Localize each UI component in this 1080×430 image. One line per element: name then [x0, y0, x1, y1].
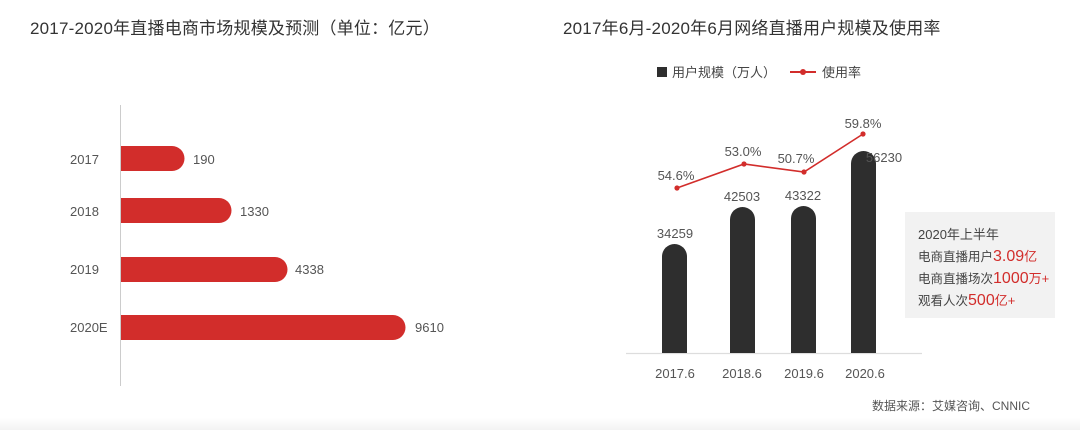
- info-suffix: 万+: [1028, 271, 1050, 286]
- line-point: [741, 161, 747, 167]
- usage-rate-line: [676, 133, 864, 189]
- category-label: 2017: [70, 152, 99, 167]
- info-prefix: 电商直播用户: [918, 250, 994, 264]
- line-value-label: 59.8%: [845, 116, 882, 131]
- bar-row-2017: 2017 190: [70, 146, 215, 171]
- bar-value-label: 43322: [785, 188, 821, 203]
- right-combo-chart: 34259 42503 43322 56230 54.6% 53.0% 50.7…: [626, 116, 922, 381]
- bar-row-2019: 2019 4338: [70, 257, 324, 282]
- bar-legend-swatch-icon: [657, 66, 667, 77]
- line-legend-marker-icon: [790, 67, 817, 77]
- value-label: 9610: [415, 320, 444, 335]
- legend-line-label: 使用率: [822, 65, 862, 80]
- info-line-sessions: 电商直播场次1000万+: [918, 268, 1055, 290]
- line-value-label: 54.6%: [658, 168, 695, 183]
- value-label: 4338: [295, 262, 324, 277]
- bar: [121, 198, 232, 223]
- bar-2017-6: [662, 244, 687, 353]
- x-tick-label: 2020.6: [845, 366, 885, 381]
- category-label: 2019: [70, 262, 99, 277]
- info-line-users: 电商直播用户3.09亿: [918, 246, 1055, 268]
- line-point: [674, 185, 680, 191]
- bar-2019-6: [791, 206, 816, 353]
- line-value-label: 53.0%: [725, 144, 762, 159]
- category-label: 2020E: [70, 320, 108, 335]
- info-number: 500: [968, 292, 995, 309]
- value-label: 1330: [240, 204, 269, 219]
- info-suffix: 亿: [1024, 249, 1038, 264]
- bar-value-label: 56230: [866, 150, 902, 165]
- category-label: 2018: [70, 204, 99, 219]
- bottom-shadow: [0, 418, 1080, 430]
- info-box-2020h1: 2020年上半年 电商直播用户3.09亿 电商直播场次1000万+ 观看人次50…: [905, 212, 1055, 318]
- bar-value-label: 42503: [724, 189, 760, 204]
- x-tick-label: 2017.6: [655, 366, 695, 381]
- bar: [121, 315, 406, 340]
- info-number: 3.09: [993, 248, 1025, 265]
- x-tick-label: 2019.6: [784, 366, 824, 381]
- bar-value-label: 34259: [657, 226, 693, 241]
- right-chart-title: 2017年6月-2020年6月网络直播用户规模及使用率: [563, 19, 941, 38]
- info-prefix: 观看人次: [918, 294, 969, 308]
- info-suffix: 亿+: [994, 293, 1016, 308]
- line-point: [801, 169, 807, 175]
- bar: [121, 257, 288, 282]
- x-tick-label: 2018.6: [722, 366, 762, 381]
- line-point: [860, 131, 866, 137]
- legend-bar-label: 用户规模（万人）: [672, 65, 777, 80]
- info-prefix: 电商直播场次: [918, 272, 994, 286]
- bar-2018-6: [730, 207, 755, 353]
- data-source-note: 数据来源：艾媒咨询、CNNIC: [872, 399, 1030, 413]
- info-heading: 2020年上半年: [918, 227, 999, 242]
- bar: [121, 146, 185, 171]
- left-bar-chart: 2017 190 2018 1330 2019 4338 2020E 9610: [70, 105, 444, 386]
- bar-2020-6: [851, 151, 876, 353]
- value-label: 190: [193, 152, 215, 167]
- left-chart-title: 2017-2020年直播电商市场规模及预测（单位：亿元）: [30, 19, 440, 38]
- right-chart-legend: 用户规模（万人） 使用率: [657, 62, 861, 81]
- bar-row-2020E: 2020E 9610: [70, 315, 444, 340]
- line-value-label: 50.7%: [778, 151, 815, 166]
- bar-row-2018: 2018 1330: [70, 198, 269, 223]
- info-line-views: 观看人次500亿+: [918, 290, 1055, 312]
- info-number: 1000: [993, 270, 1029, 287]
